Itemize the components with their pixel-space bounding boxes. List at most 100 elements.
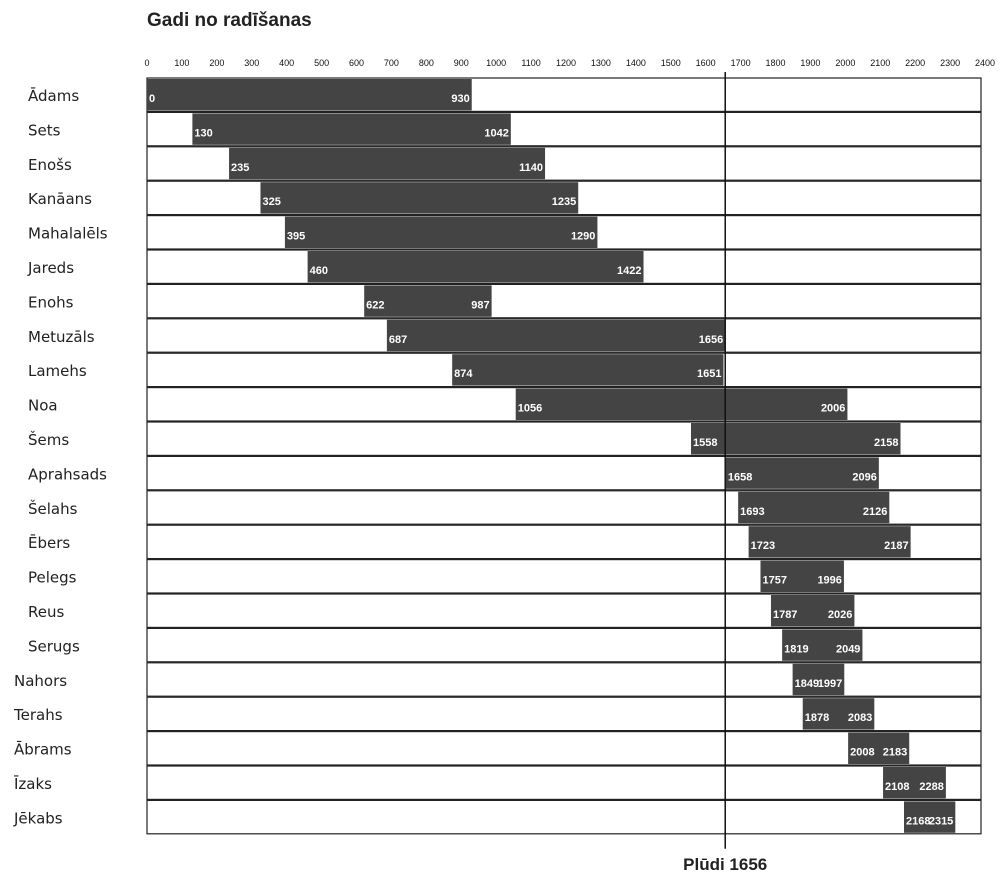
person-name: Ādams <box>28 87 79 105</box>
row-frame <box>146 662 982 697</box>
lifespan-bar <box>515 388 848 420</box>
person-name: Ēbers <box>28 534 70 552</box>
x-tick-label: 1200 <box>556 58 576 68</box>
row-3: Kanāans 325 1235 <box>28 180 982 216</box>
x-tick-label: 1300 <box>591 58 611 68</box>
x-tick-label: 2100 <box>870 58 890 68</box>
end-year-label: 2288 <box>919 781 943 793</box>
end-year-label: 1996 <box>817 575 841 587</box>
start-year-label: 460 <box>310 265 328 277</box>
row-7: Metuzāls 687 1656 <box>28 318 982 353</box>
end-year-label: 2026 <box>828 609 852 621</box>
end-year-label: 2096 <box>852 471 876 483</box>
row-14: Pelegs 1757 1996 <box>28 558 982 594</box>
row-6: Enohs 622 987 <box>28 283 982 319</box>
end-year-label: 2083 <box>848 712 872 724</box>
person-name: Sets <box>28 121 61 139</box>
lifespan-bar <box>229 147 546 180</box>
person-name: Lamehs <box>28 362 87 380</box>
start-year-label: 1819 <box>784 643 808 655</box>
row-13: Ēbers 1723 2187 <box>28 524 982 560</box>
lifespan-bar <box>364 285 492 317</box>
person-name: Īzaks <box>14 775 52 793</box>
end-year-label: 2158 <box>874 437 898 449</box>
start-year-label: 1658 <box>728 471 752 483</box>
end-year-label: 1651 <box>697 368 721 380</box>
row-2: Enošs 235 1140 <box>28 146 982 181</box>
x-tick-label: 1100 <box>521 58 540 68</box>
person-name: Reus <box>28 603 64 621</box>
lifespan-bar <box>792 663 845 696</box>
row-frame <box>146 283 982 319</box>
row-4: Mahalalēls 395 1290 <box>28 215 982 250</box>
end-year-label: 2183 <box>883 747 907 759</box>
lifespan-bar <box>883 767 946 799</box>
person-name: Terahs <box>13 706 63 724</box>
start-year-label: 325 <box>262 196 280 208</box>
lifespan-bar <box>738 491 890 524</box>
lifespan-bar <box>691 423 901 455</box>
x-tick-label: 1500 <box>661 58 681 68</box>
row-20: Īzaks 2108 2288 <box>14 765 982 801</box>
x-tick-label: 600 <box>349 58 364 68</box>
person-name: Serugs <box>28 637 80 655</box>
start-year-label: 130 <box>194 127 212 139</box>
lifespan-bar <box>725 457 879 489</box>
start-year-label: 0 <box>149 93 155 105</box>
row-frame <box>146 730 982 766</box>
row-19: Ābrams 2008 2183 <box>14 730 982 766</box>
x-tick-label: 900 <box>454 58 469 68</box>
start-year-label: 874 <box>454 368 473 380</box>
start-year-label: 2108 <box>885 781 909 793</box>
row-10: Šems 1558 2158 <box>28 421 982 457</box>
end-year-label: 1140 <box>519 162 543 174</box>
lifespan-bar <box>147 79 472 111</box>
x-tick-label: 1700 <box>731 58 751 68</box>
end-year-label: 2006 <box>821 403 845 415</box>
row-18: Terahs 1878 2083 <box>13 696 982 732</box>
end-year-label: 2315 <box>929 815 953 827</box>
start-year-label: 2008 <box>850 747 874 759</box>
person-name: Kanāans <box>28 190 92 208</box>
row-frame <box>146 765 982 801</box>
person-name: Aprahsads <box>28 465 107 483</box>
row-frame <box>146 558 982 594</box>
lifespan-bar <box>748 526 911 558</box>
lifespan-bar <box>307 251 644 283</box>
end-year-label: 1290 <box>571 231 595 243</box>
row-12: Šelahs 1693 2126 <box>28 490 982 525</box>
x-tick-label: 2000 <box>835 58 855 68</box>
start-year-label: 1056 <box>518 403 542 415</box>
x-tick-label: 2300 <box>940 58 960 68</box>
person-name: Enošs <box>28 156 72 174</box>
x-tick-label: 1800 <box>765 58 785 68</box>
end-year-label: 2049 <box>836 643 860 655</box>
x-tick-label: 0 <box>144 58 149 68</box>
person-name: Ābrams <box>14 741 72 759</box>
x-tick-label: 1900 <box>800 58 820 68</box>
lifespan-bar <box>848 732 910 764</box>
x-tick-label: 500 <box>314 58 329 68</box>
end-year-label: 2187 <box>884 540 908 552</box>
start-year-label: 1723 <box>751 540 775 552</box>
row-16: Serugs 1819 2049 <box>28 627 982 663</box>
row-11: Aprahsads 1658 2096 <box>28 455 982 491</box>
end-year-label: 1997 <box>818 678 842 690</box>
person-name: Nahors <box>14 672 67 690</box>
person-name: Metuzāls <box>28 328 95 346</box>
flood-label: Plūdi 1656 <box>683 855 767 874</box>
end-year-label: 987 <box>471 299 489 311</box>
end-year-label: 1042 <box>484 127 508 139</box>
end-year-label: 1656 <box>699 334 723 346</box>
row-8: Lamehs 874 1651 <box>28 352 982 388</box>
lifespan-bar <box>452 354 724 386</box>
x-tick-label: 2400 <box>975 58 995 68</box>
lifespan-bar <box>192 113 511 145</box>
row-15: Reus 1787 2026 <box>28 593 982 629</box>
lifespan-bar <box>260 182 579 214</box>
lifespan-bar <box>760 560 844 592</box>
lifespan-bar <box>903 801 956 833</box>
